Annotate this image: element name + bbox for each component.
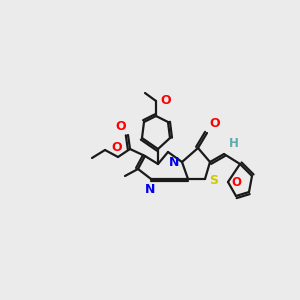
Text: H: H [229,137,239,150]
Text: O: O [209,117,220,130]
Text: O: O [112,141,122,154]
Text: N: N [145,183,155,196]
Text: S: S [209,173,218,187]
Text: O: O [116,120,126,133]
Text: O: O [160,94,171,107]
Text: O: O [231,176,241,188]
Text: N: N [169,155,179,169]
